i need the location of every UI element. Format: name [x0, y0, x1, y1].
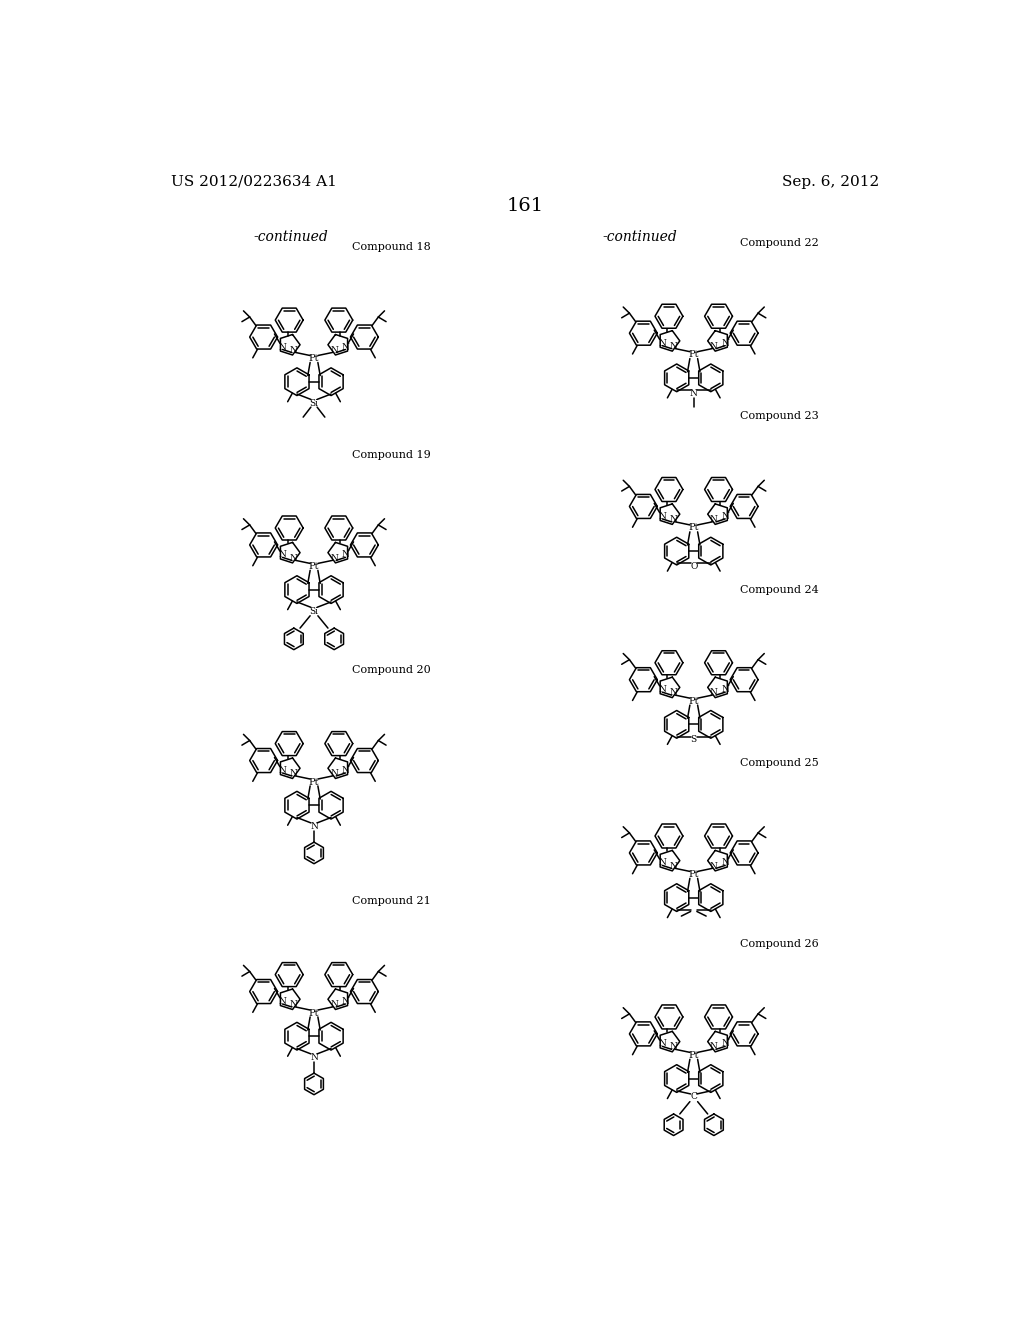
Text: Pt: Pt — [309, 354, 319, 363]
Text: N: N — [710, 1043, 718, 1052]
Text: O: O — [690, 562, 697, 572]
Text: N: N — [722, 339, 729, 347]
Text: Compound 20: Compound 20 — [352, 665, 431, 676]
Text: S: S — [690, 735, 696, 744]
Text: Pt: Pt — [309, 1008, 319, 1018]
Text: Pt: Pt — [688, 524, 699, 532]
Text: Pt: Pt — [688, 1051, 699, 1060]
Text: Compound 23: Compound 23 — [739, 412, 818, 421]
Text: N: N — [658, 685, 666, 694]
Text: N: N — [342, 343, 350, 351]
Text: N: N — [342, 997, 350, 1006]
Text: N: N — [342, 550, 350, 560]
Text: N: N — [710, 688, 718, 697]
Text: Pt: Pt — [688, 697, 699, 706]
Text: N: N — [670, 862, 678, 870]
Text: N: N — [279, 766, 286, 775]
Text: N: N — [290, 553, 298, 562]
Text: Compound 21: Compound 21 — [352, 896, 431, 907]
Text: US 2012/0223634 A1: US 2012/0223634 A1 — [171, 174, 337, 189]
Text: Compound 18: Compound 18 — [352, 242, 431, 252]
Text: Compound 26: Compound 26 — [739, 939, 818, 949]
Text: N: N — [279, 343, 286, 351]
Text: N: N — [310, 822, 317, 832]
Text: N: N — [722, 685, 729, 694]
Text: N: N — [279, 550, 286, 560]
Text: N: N — [658, 858, 666, 867]
Text: N: N — [670, 515, 678, 524]
Text: Compound 19: Compound 19 — [352, 450, 431, 459]
Text: N: N — [330, 553, 338, 562]
Text: N: N — [658, 339, 666, 347]
Text: N: N — [279, 997, 286, 1006]
Text: Pt: Pt — [688, 350, 699, 359]
Text: Pt: Pt — [309, 777, 319, 787]
Text: N: N — [330, 770, 338, 777]
Text: N: N — [310, 1053, 317, 1063]
Text: N: N — [722, 1039, 729, 1048]
Text: 161: 161 — [506, 197, 544, 215]
Text: N: N — [342, 766, 350, 775]
Text: N: N — [722, 858, 729, 867]
Text: N: N — [670, 1043, 678, 1052]
Text: Si: Si — [309, 607, 318, 615]
Text: Compound 25: Compound 25 — [739, 758, 818, 768]
Text: -continued: -continued — [602, 230, 677, 244]
Text: Si: Si — [309, 399, 318, 408]
Text: N: N — [710, 862, 718, 870]
Text: N: N — [710, 342, 718, 351]
Text: N: N — [658, 1039, 666, 1048]
Text: Compound 22: Compound 22 — [739, 238, 818, 248]
Text: N: N — [690, 389, 697, 397]
Text: Pt: Pt — [309, 562, 319, 572]
Text: Sep. 6, 2012: Sep. 6, 2012 — [782, 174, 880, 189]
Text: N: N — [290, 346, 298, 355]
Text: N: N — [330, 1001, 338, 1008]
Text: N: N — [330, 346, 338, 355]
Text: Compound 24: Compound 24 — [739, 585, 818, 594]
Text: N: N — [290, 770, 298, 777]
Text: N: N — [670, 342, 678, 351]
Text: N: N — [710, 515, 718, 524]
Text: N: N — [670, 688, 678, 697]
Text: N: N — [722, 512, 729, 521]
Text: -continued: -continued — [253, 230, 328, 244]
Text: N: N — [290, 1001, 298, 1008]
Text: Pt: Pt — [688, 870, 699, 879]
Text: C: C — [690, 1092, 697, 1101]
Text: N: N — [658, 512, 666, 521]
